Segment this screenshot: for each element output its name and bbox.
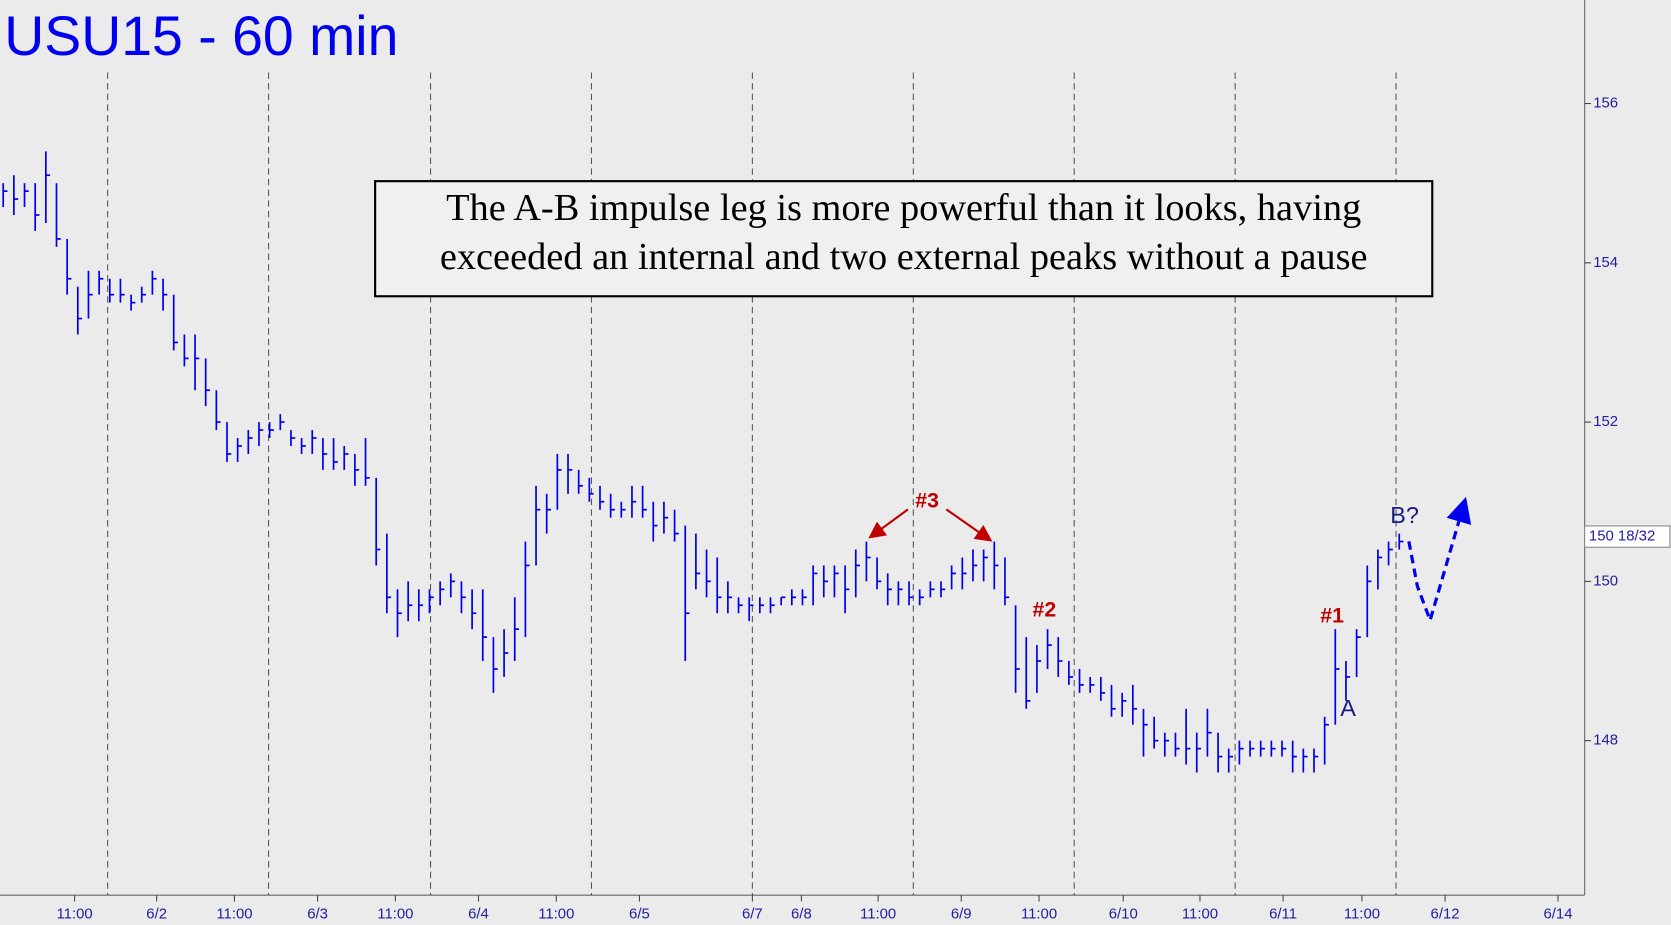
plot-area: 148 150 152 154 156 11:00 6/2 11:00 6/3 11:00 6/4 1…: [2, 72, 1618, 922]
chart-title: USU15 - 60 min: [4, 5, 398, 67]
annotation-arrow: [868, 508, 909, 539]
projection-arrow: [1407, 496, 1472, 626]
x-tick-label: 6/11: [1269, 906, 1297, 922]
annotation: B?: [1390, 502, 1419, 528]
x-tick-label: 11:00: [1344, 906, 1380, 922]
x-tick-label: 6/10: [1109, 906, 1138, 922]
note-box: [374, 180, 1434, 298]
annotation: A: [1340, 695, 1356, 721]
x-tick-label: 6/14: [1544, 906, 1573, 922]
y-tick-label: 150: [1593, 573, 1618, 589]
last-price-box: [1584, 525, 1671, 548]
annotation: #1: [1320, 604, 1344, 628]
x-tick-label: 6/5: [629, 906, 650, 922]
x-tick-label: 11:00: [377, 906, 413, 922]
x-tick-label: 11:00: [216, 906, 252, 922]
annotation: #2: [1033, 597, 1057, 621]
x-tick-label: 6/8: [791, 906, 812, 922]
note-line: exceeded an internal and two external pe…: [440, 236, 1368, 278]
x-tick-label: 6/3: [307, 906, 328, 922]
x-tick-label: 11:00: [860, 906, 896, 922]
y-tick-label: 156: [1593, 95, 1618, 111]
x-tick-label: 6/9: [951, 906, 972, 922]
y-tick-label: 154: [1593, 255, 1618, 271]
last-price-label: 150 18/32: [1589, 529, 1655, 545]
annotation-arrow: [945, 508, 993, 542]
note-line: The A-B impulse leg is more powerful tha…: [446, 187, 1361, 229]
x-tick-label: 6/7: [742, 906, 763, 922]
x-tick-label: 11:00: [538, 906, 574, 922]
x-tick-label: 6/2: [146, 906, 167, 922]
x-tick-label: 11:00: [57, 906, 93, 922]
annotation: #3: [915, 489, 939, 513]
x-tick-label: 6/12: [1431, 906, 1460, 922]
y-tick-label: 148: [1593, 733, 1618, 749]
y-tick-label: 152: [1593, 414, 1618, 430]
x-tick-label: 11:00: [1182, 906, 1218, 922]
x-tick-label: 6/4: [468, 906, 489, 922]
x-tick-label: 11:00: [1021, 906, 1057, 922]
